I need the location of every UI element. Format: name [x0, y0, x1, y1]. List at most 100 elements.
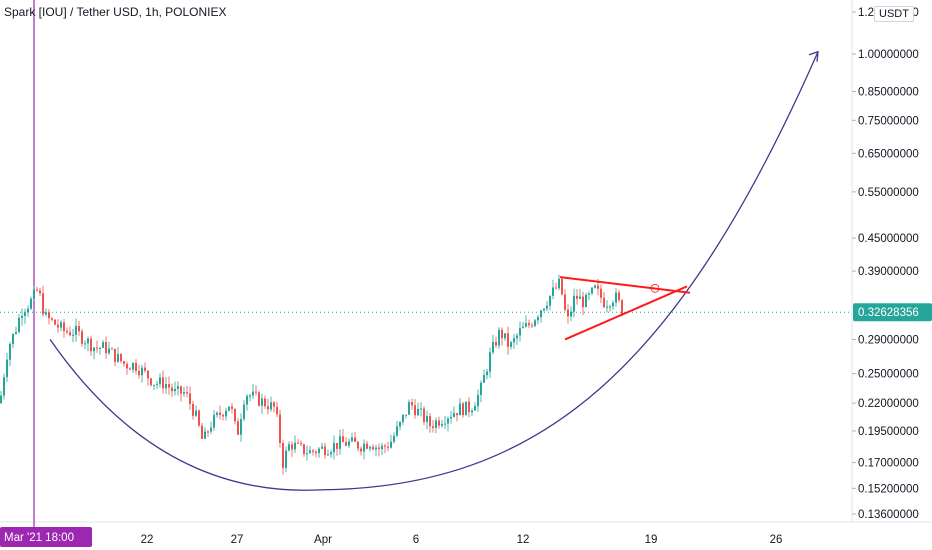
candle-body [249, 395, 251, 397]
candle-body [102, 342, 104, 348]
y-tick-label: 0.85000000 [858, 87, 919, 99]
candle-body [189, 393, 191, 404]
candle-body [156, 383, 158, 385]
last-price-label: 0.32628356 [858, 307, 919, 319]
candle-body [78, 325, 80, 332]
crosshair-time-label-bg [0, 527, 92, 547]
triangle-lower-line [564, 285, 688, 341]
candle-body [360, 448, 362, 452]
candle-body [216, 412, 218, 415]
candle-body [159, 377, 161, 384]
candle-body [129, 368, 131, 370]
candle-body [315, 451, 317, 454]
candle-body [336, 442, 338, 449]
candle-body [597, 285, 599, 289]
candle-body [357, 441, 359, 449]
candle-body [324, 446, 326, 456]
candle-body [165, 384, 167, 389]
candle-body [321, 446, 323, 449]
candle-body [270, 402, 272, 410]
candle-body [120, 353, 122, 362]
candle-body [462, 403, 464, 416]
cup-curve-drawing [49, 51, 819, 491]
y-tick-label: 0.17000000 [858, 458, 919, 470]
candle-body [459, 403, 461, 416]
candle-body [573, 295, 575, 312]
candle-body [213, 414, 215, 428]
candle-body [219, 412, 221, 415]
currency-button[interactable]: USDT [874, 6, 914, 22]
candle-body [558, 278, 560, 289]
candle-body [276, 406, 278, 415]
candle-body [54, 319, 56, 325]
candle-body [567, 309, 569, 317]
candles-layer [0, 274, 623, 475]
candle-body [9, 344, 11, 360]
candle-body [93, 347, 95, 352]
candle-body [513, 338, 515, 343]
y-tick-label: 0.25000000 [858, 369, 919, 381]
candle-body [603, 297, 605, 308]
candle-body [183, 392, 185, 394]
candle-body [63, 322, 65, 331]
candle-body [498, 329, 500, 346]
candle-body [504, 333, 506, 339]
candle-body [201, 425, 203, 439]
y-tick-label: 0.22000000 [858, 398, 919, 410]
candle-body [21, 315, 23, 318]
x-tick-label: Apr [314, 534, 332, 546]
last-price-label-bg [853, 303, 932, 322]
x-tick-label: 19 [645, 534, 658, 546]
candle-body [609, 306, 611, 308]
candle-body [417, 408, 419, 416]
candle-body [24, 312, 26, 316]
candle-body [492, 341, 494, 353]
candle-body [519, 328, 521, 336]
candle-body [318, 448, 320, 454]
candle-body [447, 418, 449, 424]
candle-body [507, 333, 509, 347]
candle-body [300, 443, 302, 445]
candle-body [441, 424, 443, 426]
candle-body [576, 295, 578, 299]
candle-body [42, 293, 44, 315]
candle-body [537, 317, 539, 321]
candle-body [570, 311, 572, 317]
candle-body [579, 296, 581, 299]
candle-body [126, 363, 128, 369]
y-tick-label: 0.19500000 [858, 426, 919, 438]
candle-body [243, 404, 245, 420]
candle-body [171, 387, 173, 392]
candle-body [294, 442, 296, 450]
candle-body [18, 317, 20, 333]
candle-body [327, 454, 329, 456]
candle-body [477, 395, 479, 407]
price-axis[interactable]: 1.200000001.000000000.850000000.75000000… [852, 7, 932, 521]
candle-body [582, 296, 584, 308]
candle-body [387, 446, 389, 448]
candle-body [282, 443, 284, 468]
candle-body [378, 447, 380, 450]
candle-body [135, 362, 137, 371]
candle-body [12, 333, 14, 345]
y-tick-label: 1.00000000 [858, 49, 919, 61]
candle-body [246, 396, 248, 405]
candle-body [141, 367, 143, 376]
drawings-layer [49, 50, 819, 491]
candle-body [30, 298, 32, 309]
candle-body [408, 402, 410, 415]
candle-body [66, 330, 68, 333]
candle-body [621, 300, 623, 315]
candle-body [210, 427, 212, 432]
symbol-title: Spark [IOU] / Tether USD, 1h, POLONIEX [4, 5, 227, 19]
candle-body [429, 416, 431, 427]
candle-body [234, 408, 236, 422]
candle-body [132, 362, 134, 370]
candle-body [237, 421, 239, 435]
candle-body [60, 322, 62, 328]
candle-body [474, 406, 476, 411]
candle-body [399, 421, 401, 427]
time-axis[interactable]: 22 27 Apr 6 12 19 26 Mar '21 18:00 [0, 527, 782, 547]
candle-body [510, 342, 512, 347]
